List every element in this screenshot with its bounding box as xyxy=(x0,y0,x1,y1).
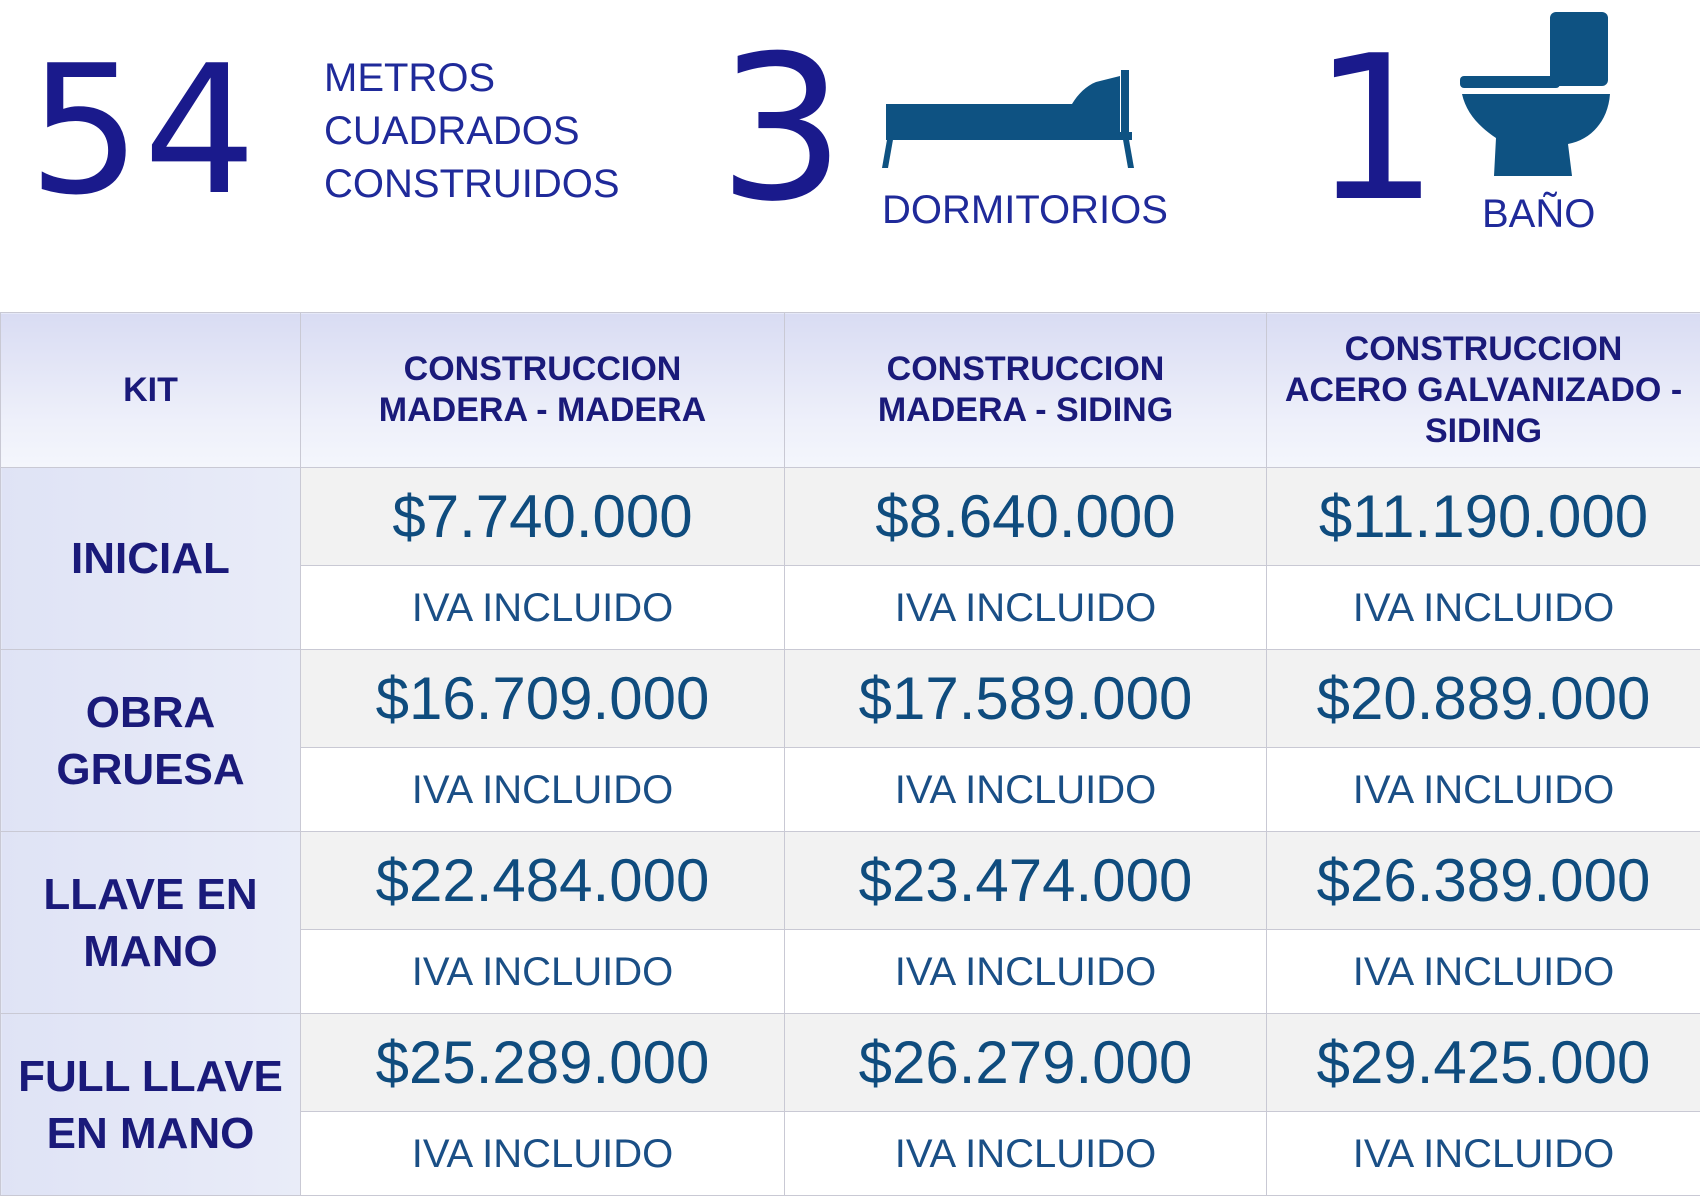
kit-name-line: MANO xyxy=(83,926,218,976)
price-cell: $16.709.000 xyxy=(300,649,785,748)
tax-note-cell: IVA INCLUIDO xyxy=(300,565,785,650)
tax-note-cell: IVA INCLUIDO xyxy=(1266,565,1700,650)
kit-name-line: EN MANO xyxy=(46,1108,255,1158)
kit-name-line: FULL LLAVE xyxy=(18,1051,283,1101)
tax-note-cell: IVA INCLUIDO xyxy=(300,1111,785,1196)
tax-note-cell: IVA INCLUIDO xyxy=(1266,747,1700,832)
tax-note-cell: IVA INCLUIDO xyxy=(784,747,1267,832)
header-line: CONSTRUCCION xyxy=(886,350,1165,388)
price-cell: $23.474.000 xyxy=(784,831,1267,930)
area-number: 54 xyxy=(28,27,259,234)
area-label-line: CUADRADOS xyxy=(324,109,580,153)
area-label: METROS CUADRADOS CONSTRUIDOS xyxy=(324,52,620,211)
table-row: IVA INCLUIDO IVA INCLUIDO IVA INCLUIDO xyxy=(1,929,1700,1014)
table-row: INICIAL $7.740.000 $8.640.000 $11.190.00… xyxy=(0,467,1700,650)
header-line: MADERA - MADERA xyxy=(378,391,707,429)
price-cell: $22.484.000 xyxy=(300,831,785,930)
tax-note-cell: IVA INCLUIDO xyxy=(784,929,1267,1014)
table-row: OBRA GRUESA $16.709.000 $17.589.000 $20.… xyxy=(0,649,1700,832)
header-line: CONSTRUCCION xyxy=(403,350,682,388)
table-header-row: KIT CONSTRUCCION MADERA - MADERA CONSTRU… xyxy=(0,312,1700,468)
price-cell: $26.389.000 xyxy=(1266,831,1700,930)
table-row: FULL LLAVE EN MANO $25.289.000 $26.279.0… xyxy=(0,1013,1700,1196)
kit-name-line: GRUESA xyxy=(56,744,245,794)
bedrooms-label: DORMITORIOS xyxy=(882,188,1168,232)
header-line: ACERO GALVANIZADO - xyxy=(1284,370,1683,409)
column-header-madera-siding: CONSTRUCCION MADERA - SIDING xyxy=(784,312,1267,468)
price-cell: $17.589.000 xyxy=(784,649,1267,748)
price-cell: $26.279.000 xyxy=(784,1013,1267,1112)
kit-name-cell: INICIAL xyxy=(0,467,301,650)
tax-note-cell: IVA INCLUIDO xyxy=(1266,1111,1700,1196)
toilet-icon xyxy=(1458,10,1614,176)
kit-name-line: LLAVE EN xyxy=(43,869,258,919)
header-line: CONSTRUCCION xyxy=(1344,329,1623,368)
price-cell: $7.740.000 xyxy=(300,467,785,566)
kit-name-line: INICIAL xyxy=(71,534,230,583)
price-cell: $20.889.000 xyxy=(1266,649,1700,748)
price-table: KIT CONSTRUCCION MADERA - MADERA CONSTRU… xyxy=(0,312,1700,1196)
bathrooms-label: BAÑO xyxy=(1482,192,1596,236)
table-row: IVA INCLUIDO IVA INCLUIDO IVA INCLUIDO xyxy=(1,565,1700,650)
price-cell: $29.425.000 xyxy=(1266,1013,1700,1112)
price-cell: $11.190.000 xyxy=(1266,467,1700,566)
bathrooms-number: 1 xyxy=(1312,13,1440,246)
table-row: IVA INCLUIDO IVA INCLUIDO IVA INCLUIDO xyxy=(1,1111,1700,1196)
tax-note-cell: IVA INCLUIDO xyxy=(784,1111,1267,1196)
table-row: IVA INCLUIDO IVA INCLUIDO IVA INCLUIDO xyxy=(1,747,1700,832)
table-row: LLAVE EN MANO $22.484.000 $23.474.000 $2… xyxy=(0,831,1700,1014)
bedrooms-number: 3 xyxy=(718,13,846,246)
bed-icon xyxy=(882,68,1134,172)
tax-note-cell: IVA INCLUIDO xyxy=(784,565,1267,650)
column-header-madera-madera: CONSTRUCCION MADERA - MADERA xyxy=(300,312,785,468)
tax-note-cell: IVA INCLUIDO xyxy=(300,747,785,832)
kit-name-cell: LLAVE EN MANO xyxy=(0,831,301,1014)
tax-note-cell: IVA INCLUIDO xyxy=(1266,929,1700,1014)
kit-column-header: KIT xyxy=(0,312,301,468)
area-label-line: CONSTRUIDOS xyxy=(324,162,620,206)
kit-name-cell: OBRA GRUESA xyxy=(0,649,301,832)
kit-name-cell: FULL LLAVE EN MANO xyxy=(0,1013,301,1196)
header-line: MADERA - SIDING xyxy=(877,391,1174,429)
price-cell: $25.289.000 xyxy=(300,1013,785,1112)
price-cell: $8.640.000 xyxy=(784,467,1267,566)
area-label-line: METROS xyxy=(324,56,496,100)
kit-name-line: OBRA xyxy=(85,687,216,737)
header-line: SIDING xyxy=(1424,411,1543,450)
tax-note-cell: IVA INCLUIDO xyxy=(300,929,785,1014)
column-header-acero-siding: CONSTRUCCION ACERO GALVANIZADO - SIDING xyxy=(1266,312,1700,468)
